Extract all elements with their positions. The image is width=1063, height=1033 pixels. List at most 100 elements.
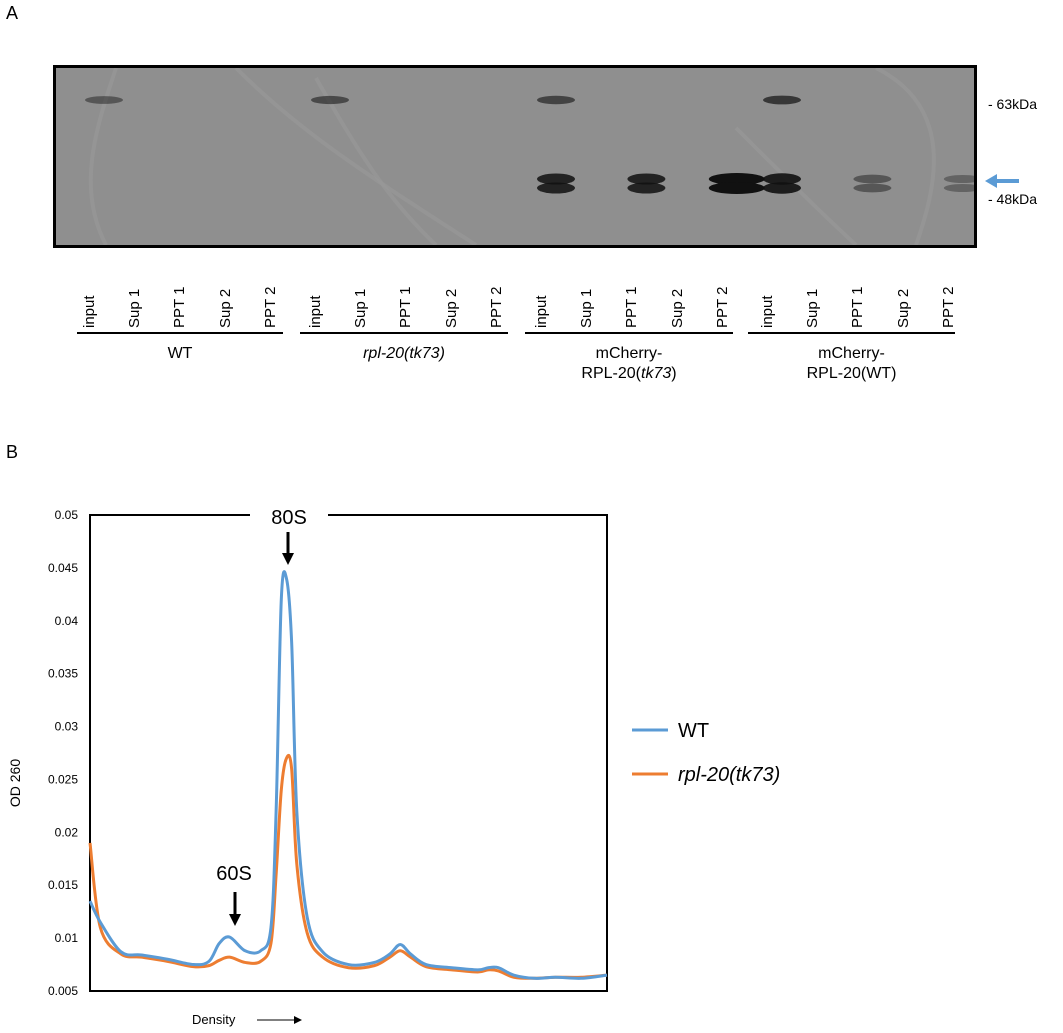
group-label-tail: ) [671, 365, 677, 382]
y-tick-label: 0.01 [55, 931, 79, 945]
y-tick-label: 0.04 [55, 614, 79, 628]
panel-b-label: B [6, 442, 19, 462]
lane-label-text: Sup 1 [804, 288, 822, 328]
lane-label-text: PPT 2 [713, 286, 731, 328]
lane-label-text: PPT 2 [487, 286, 505, 328]
lane-label-text: Sup 2 [894, 288, 912, 328]
lane-label-text: input [533, 295, 550, 328]
lane-label: Sup 1 [352, 258, 373, 328]
band-48kda-upper [943, 174, 974, 184]
group-divider [748, 332, 955, 334]
lane-label: input [81, 258, 102, 328]
group-label: mCherry- RPL-20(tk73) [525, 344, 733, 384]
lane-label: Sup 2 [894, 258, 916, 328]
lane-label-text: PPT 2 [261, 286, 279, 328]
annotation-80s: 80S [271, 507, 307, 529]
blot-smear [234, 68, 478, 245]
marker-63kda: - 63kDa [988, 96, 1038, 112]
lane-label: input [533, 258, 554, 328]
lane-label: PPT 2 [487, 258, 509, 328]
blot-smear [875, 68, 936, 245]
lane-label: Sup 1 [578, 258, 599, 328]
arrow-icon [985, 174, 1019, 188]
sucrose-gradient-profile-chart: 0.005 0.01 0.015 0.02 0.025 0.03 0.035 0.04 0.04… [7, 507, 780, 1027]
western-blot-image [53, 65, 977, 248]
lane-label: PPT 2 [939, 258, 961, 328]
down-arrow-icon [282, 553, 294, 565]
lane-label: PPT 1 [849, 258, 870, 328]
lane-label-text: Sup 2 [216, 288, 234, 328]
plot-frame [89, 514, 608, 992]
lane-label-text: PPT 1 [171, 286, 189, 328]
lane-label: Sup 2 [442, 258, 464, 328]
lane-label-text: input [759, 295, 776, 328]
band-48kda-lower [943, 183, 974, 193]
group-divider [77, 332, 283, 334]
lane-label: Sup 1 [804, 258, 825, 328]
band-63kda [537, 95, 575, 105]
x-axis-label: Density [192, 1012, 236, 1027]
group-label-text: RPL-20( [581, 365, 641, 382]
lane-label-text: PPT 1 [849, 286, 867, 328]
y-tick-label: 0.045 [48, 561, 78, 575]
legend-label: WT [678, 720, 709, 742]
annotation-60s: 60S [216, 863, 252, 885]
lane-label-text: input [307, 295, 324, 328]
y-tick-label: 0.05 [55, 508, 79, 522]
group-label-line1: WT [167, 345, 193, 362]
y-tick-label: 0.02 [55, 825, 79, 839]
band-48kda-upper [708, 173, 765, 185]
lane-label: PPT 2 [713, 258, 735, 328]
lane-label-text: Sup 2 [442, 288, 460, 328]
band-48kda-lower [763, 182, 801, 194]
band-48kda-lower [853, 183, 892, 193]
lane-label-text: Sup 1 [578, 288, 596, 328]
band-48kda-upper [763, 173, 801, 185]
lane-label: Sup 2 [216, 258, 238, 328]
lane-label: input [307, 258, 328, 328]
group-label: rpl-20(tk73) [300, 344, 508, 364]
group-divider [525, 332, 733, 334]
group-label-text: RPL-20(WT) [806, 365, 897, 382]
lane-label: PPT 1 [171, 258, 192, 328]
group-divider [300, 332, 508, 334]
lane-label-text: input [81, 295, 98, 328]
y-tick-label: 0.025 [48, 772, 78, 786]
band-63kda [85, 96, 123, 104]
lane-label-text: PPT 2 [939, 286, 957, 328]
y-tick-label: 0.035 [48, 667, 78, 681]
lane-label-text: Sup 1 [126, 288, 144, 328]
lane-label-text: PPT 1 [397, 286, 415, 328]
group-label-line1: rpl-20(tk73) [363, 345, 445, 362]
lane-label-text: Sup 1 [352, 288, 370, 328]
band-48kda-upper [627, 173, 666, 185]
group-label: mCherry- RPL-20(WT) [748, 344, 955, 384]
y-axis-label: OD 260 [7, 759, 23, 807]
lane-label: PPT 2 [261, 258, 283, 328]
lane-label: Sup 1 [126, 258, 147, 328]
y-tick-label: 0.03 [55, 720, 79, 734]
group-label-line2: RPL-20(tk73) [525, 364, 733, 384]
lane-label: PPT 1 [397, 258, 418, 328]
series-line-wt [88, 570, 608, 980]
panel-a-label: A [6, 3, 19, 23]
band-48kda-lower [708, 182, 765, 194]
group-label-line1: mCherry- [818, 345, 885, 362]
x-axis-arrow-icon [294, 1016, 302, 1024]
group-label-allele: tk73 [641, 365, 672, 382]
series-line-rpl-20 [88, 753, 608, 980]
marker-48kda: - 48kDa [988, 191, 1038, 207]
band-63kda [763, 95, 801, 105]
group-label-line1: mCherry- [595, 345, 663, 362]
band-48kda-lower [537, 182, 575, 194]
lane-label: PPT 1 [623, 258, 644, 328]
blot-smear [88, 68, 118, 245]
band-48kda-lower [627, 182, 666, 194]
group-label-line2: RPL-20(WT) [748, 364, 955, 384]
y-tick-label: 0.005 [48, 984, 78, 998]
band-63kda [311, 95, 349, 105]
lane-label-text: Sup 2 [668, 288, 686, 328]
group-label: WT [77, 344, 283, 364]
band-48kda-upper [853, 174, 892, 184]
lane-label: Sup 2 [668, 258, 690, 328]
